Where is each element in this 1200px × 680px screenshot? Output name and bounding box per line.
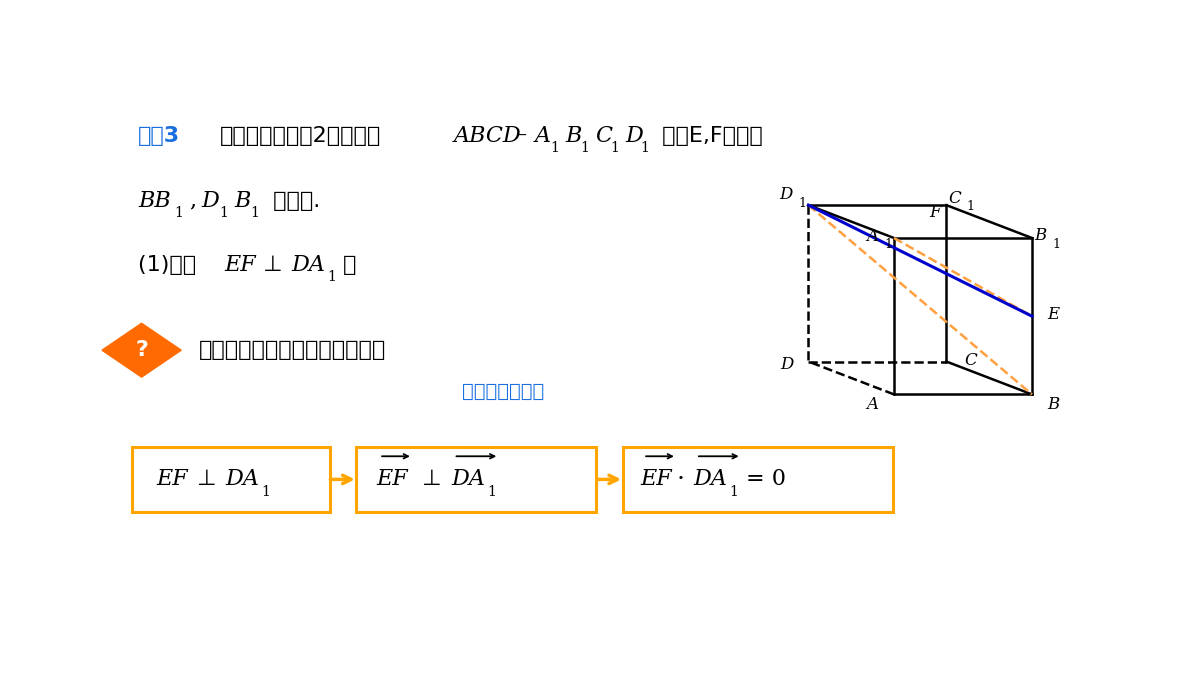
Text: 1: 1	[220, 206, 228, 220]
Text: C: C	[948, 190, 961, 207]
Text: A: A	[866, 228, 878, 245]
Text: BB: BB	[138, 190, 170, 211]
FancyBboxPatch shape	[623, 447, 893, 511]
Text: E: E	[1048, 306, 1060, 323]
Text: B: B	[234, 190, 251, 211]
FancyBboxPatch shape	[356, 447, 596, 511]
Text: D: D	[780, 356, 793, 373]
Text: F: F	[929, 203, 941, 220]
Text: ⊥: ⊥	[415, 469, 449, 490]
Text: 1: 1	[730, 485, 738, 498]
FancyBboxPatch shape	[132, 447, 330, 511]
Text: ·: ·	[677, 468, 685, 491]
Text: EF: EF	[224, 254, 256, 276]
Text: D: D	[780, 186, 793, 203]
Text: 1: 1	[581, 141, 589, 155]
Text: ⊥: ⊥	[256, 255, 289, 275]
Text: A: A	[535, 125, 551, 147]
Text: 如何用向量刻画两条直线垂直？: 如何用向量刻画两条直线垂直？	[199, 340, 386, 360]
Text: 1: 1	[174, 206, 182, 220]
Text: B: B	[1034, 227, 1046, 244]
Text: 1: 1	[884, 238, 893, 252]
Text: 1: 1	[611, 141, 619, 155]
Text: = 0: = 0	[746, 469, 786, 490]
Text: 1: 1	[262, 485, 270, 498]
Text: DA: DA	[226, 469, 259, 490]
Text: EF: EF	[156, 469, 187, 490]
Text: ?: ?	[136, 340, 148, 360]
Text: 1: 1	[1052, 237, 1061, 251]
Text: DA: DA	[694, 469, 727, 490]
Text: 问题3: 问题3	[138, 126, 180, 146]
Text: ABCD: ABCD	[454, 125, 521, 147]
Text: 中，E,F分别是: 中，E,F分别是	[655, 126, 763, 146]
Text: 1: 1	[641, 141, 649, 155]
Text: DA: DA	[292, 254, 325, 276]
Text: 1: 1	[251, 206, 259, 220]
Text: ⊥: ⊥	[190, 469, 223, 490]
Text: (1)求证: (1)求证	[138, 255, 203, 275]
Text: 1: 1	[487, 485, 496, 498]
Text: ,: ,	[190, 190, 197, 211]
Text: ；: ；	[343, 255, 356, 275]
Text: D: D	[625, 125, 643, 147]
Text: –: –	[516, 125, 527, 147]
Text: 判断垂直的依据: 判断垂直的依据	[462, 381, 545, 401]
Text: 1: 1	[551, 141, 559, 155]
Text: C: C	[964, 352, 977, 369]
Text: 1: 1	[328, 271, 336, 284]
Text: 1: 1	[967, 200, 974, 213]
Text: EF: EF	[377, 469, 408, 490]
Text: B: B	[1048, 396, 1060, 413]
Text: EF: EF	[641, 469, 672, 490]
Text: D: D	[202, 190, 220, 211]
Text: 如图，在棱长为2的正方体: 如图，在棱长为2的正方体	[220, 126, 380, 146]
Text: DA: DA	[451, 469, 485, 490]
Text: 1: 1	[799, 197, 806, 209]
Text: C: C	[595, 125, 612, 147]
Text: 的中点.: 的中点.	[266, 190, 320, 211]
Text: B: B	[565, 125, 582, 147]
Polygon shape	[102, 323, 181, 377]
Text: A: A	[866, 396, 878, 413]
